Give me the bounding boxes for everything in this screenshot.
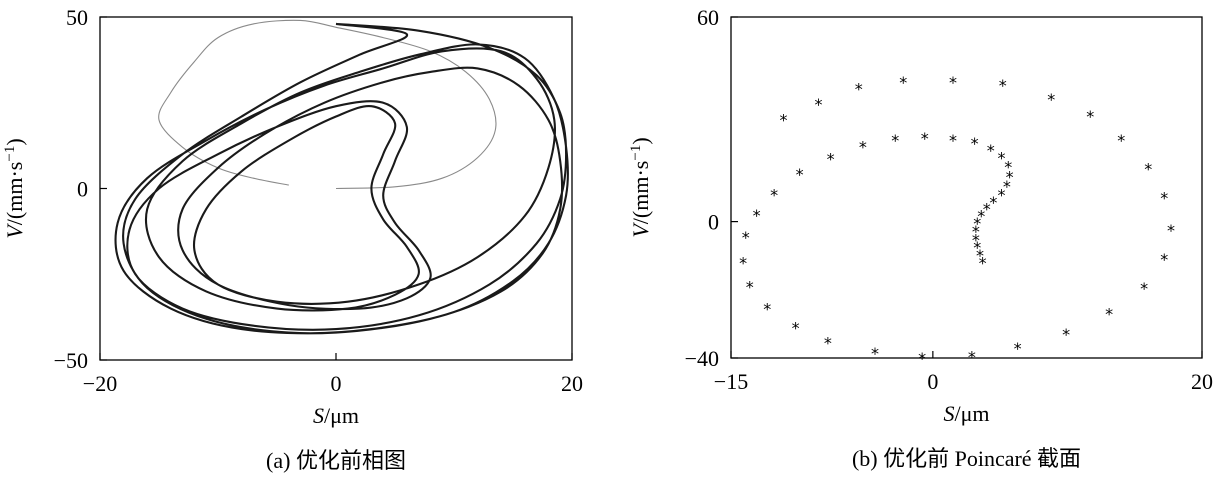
poincare-point: * xyxy=(746,277,754,296)
poincare-point: * xyxy=(989,193,997,212)
poincare-point: * xyxy=(1003,177,1011,196)
poincare-point: * xyxy=(763,300,771,319)
poincare-point: * xyxy=(983,200,991,219)
poincare-points: * * * ************************** * * * * * ******… xyxy=(739,73,1175,368)
x-axis-label-a: S/μm xyxy=(313,403,359,428)
poincare-point: * xyxy=(972,230,980,249)
poincare-point: * xyxy=(827,150,835,169)
poincare-point: * xyxy=(753,206,761,225)
y-axis-label-text: V/(mm·s−1) xyxy=(2,138,27,238)
poincare-point: * xyxy=(1062,325,1070,344)
caption-b: (b) 优化前 Poincaré 截面 xyxy=(852,446,1081,471)
poincare-point: * xyxy=(1160,189,1168,208)
y-tick-label: −40 xyxy=(685,346,719,371)
x-axis-label-b: S/μm xyxy=(943,401,989,426)
y-axis-label-text: V/(mm·s−1) xyxy=(628,137,653,237)
poincare-point: * xyxy=(1160,250,1168,269)
poincare-point: * xyxy=(815,95,823,114)
phase-curves xyxy=(114,19,569,335)
transient-trajectory xyxy=(158,19,497,190)
poincare-point: * xyxy=(972,222,980,241)
x-tick-label: 20 xyxy=(1191,369,1213,394)
poincare-point: * xyxy=(973,238,981,257)
poincare-point: * xyxy=(891,131,899,150)
y-tick-label: 0 xyxy=(77,177,88,202)
poincare-point: * xyxy=(780,110,788,129)
poincare-point: * xyxy=(770,185,778,204)
poincare-point: * xyxy=(999,76,1007,95)
y-tick-label: −50 xyxy=(54,348,88,373)
caption-a: (a) 优化前相图 xyxy=(266,448,406,473)
poincare-point: * xyxy=(973,214,981,233)
poincare-point: * xyxy=(855,80,863,99)
poincare-point: * xyxy=(976,246,984,265)
poincare-point: * xyxy=(859,138,867,157)
x-tick-label: −20 xyxy=(83,371,117,396)
poincare-point: * xyxy=(921,129,929,148)
poincare-point: * xyxy=(1006,168,1014,187)
plot-frame-b xyxy=(730,16,1203,359)
poincare-point: * xyxy=(824,334,832,353)
x-tick-label: 0 xyxy=(927,369,938,394)
poincare-point: * xyxy=(949,73,957,92)
poincare-point: * xyxy=(1014,339,1022,358)
y-axis-label-b: V/(mm·s−1) xyxy=(628,137,653,237)
poincare-point: * xyxy=(998,149,1006,168)
axis-ticks-b: −15 0 20 60 0 −40 xyxy=(685,5,1213,394)
poincare-point: * xyxy=(742,228,750,247)
poincare-point: * xyxy=(871,344,879,363)
poincare-point: * xyxy=(1140,279,1148,298)
steady-trajectory xyxy=(114,22,569,335)
poincare-section-chart: * * * ************************** * * * * * ******… xyxy=(628,5,1213,471)
poincare-point: * xyxy=(899,73,907,92)
y-axis-label-a: V/(mm·s−1) xyxy=(2,138,27,238)
poincare-point: * xyxy=(1047,90,1055,109)
poincare-point: * xyxy=(1105,305,1113,324)
poincare-point: * xyxy=(987,141,995,160)
poincare-point: * xyxy=(968,347,976,366)
poincare-point: * xyxy=(792,318,800,337)
poincare-point: * xyxy=(979,254,987,273)
poincare-point: * xyxy=(1167,221,1175,240)
poincare-point: * xyxy=(1117,131,1125,150)
x-tick-label: −15 xyxy=(714,369,748,394)
poincare-point: * xyxy=(977,207,985,226)
poincare-point: * xyxy=(796,165,804,184)
y-tick-label: 50 xyxy=(66,5,88,30)
poincare-point: * xyxy=(1086,107,1094,126)
poincare-point: * xyxy=(971,134,979,153)
axis-ticks-a: −20 0 20 50 0 −50 xyxy=(54,5,583,396)
poincare-point: * xyxy=(1004,157,1012,176)
poincare-point: * xyxy=(949,131,957,150)
y-tick-label: 60 xyxy=(697,5,719,30)
poincare-point: * xyxy=(739,254,747,273)
poincare-point: * xyxy=(1144,160,1152,179)
poincare-point: * xyxy=(998,185,1006,204)
x-tick-label: 0 xyxy=(331,371,342,396)
phase-portrait-chart: −20 0 20 50 0 −50 V/(mm·s−1) S/μm (a) 优化前相图 xyxy=(2,5,583,473)
x-tick-label: 20 xyxy=(561,371,583,396)
y-tick-label: 0 xyxy=(708,210,719,235)
